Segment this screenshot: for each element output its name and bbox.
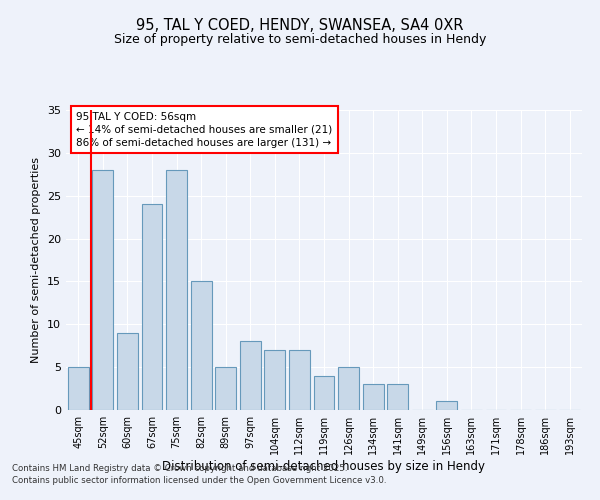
Y-axis label: Number of semi-detached properties: Number of semi-detached properties (31, 157, 41, 363)
Bar (362, 384, 383, 410)
X-axis label: Distribution of semi-detached houses by size in Hendy: Distribution of semi-detached houses by … (163, 460, 485, 472)
Bar (240, 342, 261, 410)
Bar (338, 367, 359, 410)
Bar (289, 350, 310, 410)
Bar (387, 384, 408, 410)
Text: 95, TAL Y COED, HENDY, SWANSEA, SA4 0XR: 95, TAL Y COED, HENDY, SWANSEA, SA4 0XR (136, 18, 464, 32)
Bar (436, 402, 457, 410)
Text: Contains HM Land Registry data © Crown copyright and database right 2025.
Contai: Contains HM Land Registry data © Crown c… (12, 464, 386, 485)
Bar (142, 204, 163, 410)
Bar (92, 170, 113, 410)
Text: Size of property relative to semi-detached houses in Hendy: Size of property relative to semi-detach… (114, 32, 486, 46)
Bar (191, 282, 212, 410)
Bar (117, 333, 138, 410)
Text: 95 TAL Y COED: 56sqm
← 14% of semi-detached houses are smaller (21)
86% of semi-: 95 TAL Y COED: 56sqm ← 14% of semi-detac… (76, 112, 332, 148)
Bar (166, 170, 187, 410)
Bar (265, 350, 286, 410)
Bar (215, 367, 236, 410)
Bar (68, 367, 89, 410)
Bar (314, 376, 334, 410)
